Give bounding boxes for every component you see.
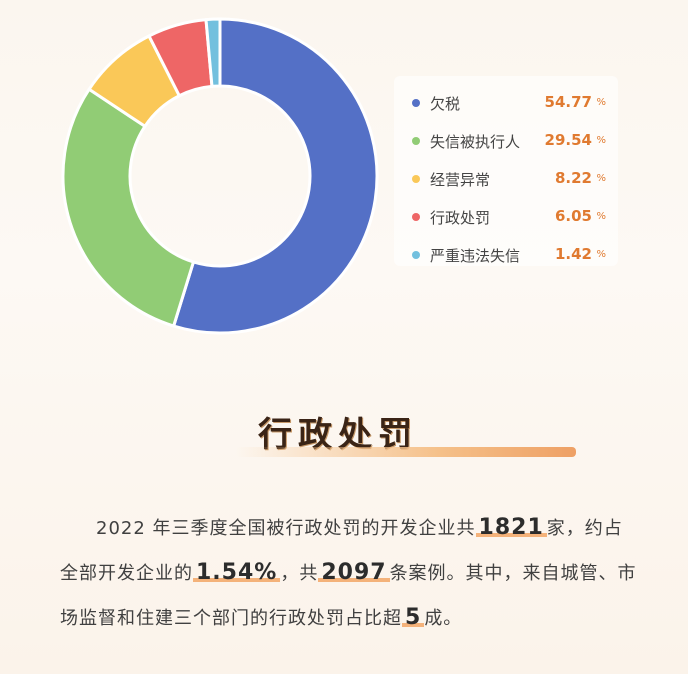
highlight-number: 2097 <box>318 560 390 585</box>
legend-unit: % <box>596 97 606 108</box>
donut-chart <box>61 17 379 335</box>
donut-slice <box>204 17 222 88</box>
legend-swatch <box>412 137 420 145</box>
donut-slice <box>172 17 379 335</box>
paragraph-line: 2022 年三季度全国被行政处罚的开发企业共 1821 家，约占 <box>60 506 630 551</box>
legend-label: 行政处罚 <box>430 209 491 227</box>
legend-label: 欠税 <box>430 95 461 113</box>
legend-unit: % <box>596 211 606 222</box>
legend-swatch <box>412 213 420 221</box>
legend-swatch <box>412 251 420 259</box>
legend-unit: % <box>596 135 606 146</box>
paragraph-line: 全部开发企业的 1.54% ，共 2097 条案例。其中，来自城管、市 <box>60 551 636 596</box>
legend-item: 失信被执行人 29.54 % <box>394 128 618 154</box>
legend-item: 严重违法失信 1.42 % <box>394 242 618 268</box>
paragraph-line: 场监督和住建三个部门的行政处罚占比超 5 成。 <box>60 596 630 641</box>
legend-value: 6.05 <box>554 207 592 225</box>
summary-paragraph: 2022 年三季度全国被行政处罚的开发企业共 1821 家，约占 全部开发企业的 1.… <box>60 506 636 641</box>
legend-item: 经营异常 8.22 % <box>394 166 618 192</box>
text-run: 全部开发企业的 <box>60 563 193 584</box>
text-run: ，共 <box>280 563 319 584</box>
legend-unit: % <box>596 173 606 184</box>
legend-label: 严重违法失信 <box>430 247 521 265</box>
chart-legend: 欠税 54.77 % 失信被执行人 29.54 % 经营异常 8.22 % 行政… <box>394 76 618 266</box>
legend-value: 1.42 <box>554 245 592 263</box>
donut-slice <box>61 87 195 328</box>
highlight-number: 1821 <box>475 515 547 540</box>
legend-item: 行政处罚 6.05 % <box>394 204 618 230</box>
legend-swatch <box>412 175 420 183</box>
legend-value: 54.77 <box>544 93 592 111</box>
legend-item: 欠税 54.77 % <box>394 90 618 116</box>
title-underline <box>236 447 576 457</box>
text-run: 条案例。其中，来自城管、市 <box>389 563 637 584</box>
text-run: 2022 年三季度全国被行政处罚的开发企业共 <box>96 518 476 539</box>
legend-value: 8.22 <box>554 169 592 187</box>
text-run: 场监督和住建三个部门的行政处罚占比超 <box>60 608 402 629</box>
legend-value: 29.54 <box>544 131 592 149</box>
legend-unit: % <box>596 249 606 260</box>
text-run: 家，约占 <box>546 518 623 539</box>
highlight-number: 5 <box>402 605 425 630</box>
legend-swatch <box>412 99 420 107</box>
legend-label: 失信被执行人 <box>430 133 521 151</box>
highlight-number: 1.54% <box>193 560 281 585</box>
legend-label: 经营异常 <box>430 171 491 189</box>
text-run: 成。 <box>424 608 463 629</box>
